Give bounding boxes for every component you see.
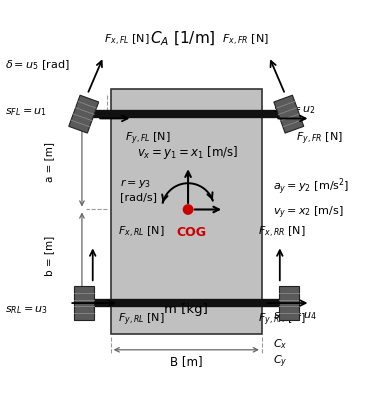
Text: m [kg]: m [kg] [164, 303, 208, 316]
Text: $F_{x,FL}$ [N]: $F_{x,FL}$ [N] [104, 32, 149, 48]
Text: $s_{FR} = u_2$: $s_{FR} = u_2$ [273, 105, 316, 116]
Text: $F_{x,RR}$ [N]: $F_{x,RR}$ [N] [258, 225, 306, 240]
Text: $a_y = y_2\ [\mathrm{m/s^2}]$: $a_y = y_2\ [\mathrm{m/s^2}]$ [273, 176, 349, 196]
Bar [279, 286, 299, 320]
Text: B [m]: B [m] [170, 355, 203, 368]
Bar [274, 95, 304, 133]
Text: $F_{x,FR}$ [N]: $F_{x,FR}$ [N] [222, 32, 269, 48]
Text: $F_{y,FL}$ [N]: $F_{y,FL}$ [N] [125, 130, 171, 147]
Text: $C_x$: $C_x$ [273, 337, 287, 351]
Text: $F_{y,RL}$ [N]: $F_{y,RL}$ [N] [118, 312, 165, 328]
Text: $r = y_3$
[rad/s]: $r = y_3$ [rad/s] [120, 177, 157, 202]
Text: $v_y = x_2$ [m/s]: $v_y = x_2$ [m/s] [273, 205, 343, 221]
Text: $F_{y,RR}$ [N]: $F_{y,RR}$ [N] [258, 312, 306, 328]
Text: $C_A$ [1/m]: $C_A$ [1/m] [150, 30, 215, 48]
Text: COG: COG [176, 226, 207, 239]
Text: $v_x = y_1 = x_1$ [m/s]: $v_x = y_1 = x_1$ [m/s] [137, 144, 239, 161]
Text: $s_{FL} = u_1$: $s_{FL} = u_1$ [4, 106, 46, 118]
Text: $F_{y,FR}$ [N]: $F_{y,FR}$ [N] [296, 130, 343, 147]
Bar [74, 286, 94, 320]
Text: $\delta = u_5$ [rad]: $\delta = u_5$ [rad] [4, 59, 69, 73]
Text: $F_{x,RL}$ [N]: $F_{x,RL}$ [N] [118, 225, 165, 240]
Text: b = [m]: b = [m] [44, 236, 54, 276]
Bar [69, 95, 99, 133]
Text: $s_{RR} = u_4$: $s_{RR} = u_4$ [273, 310, 317, 322]
Circle shape [184, 205, 193, 214]
Text: $C_y$: $C_y$ [273, 353, 287, 370]
Text: $s_{RL} = u_3$: $s_{RL} = u_3$ [4, 304, 47, 316]
Bar [111, 89, 262, 334]
Text: a = [m]: a = [m] [44, 142, 54, 182]
